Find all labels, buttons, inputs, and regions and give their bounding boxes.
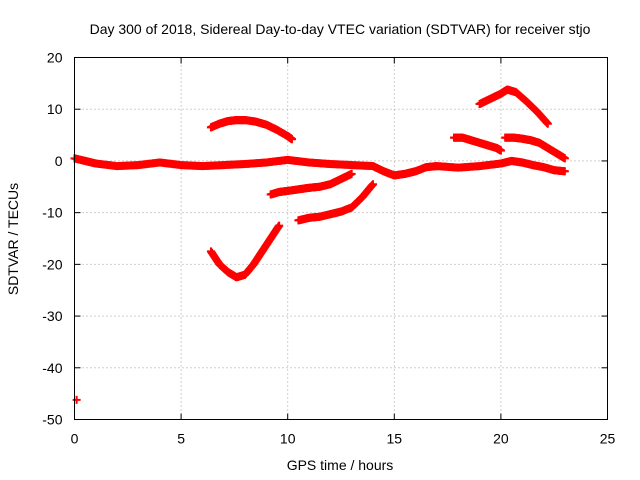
y-tick-label: -10 xyxy=(42,205,62,221)
series-rising-track-1 xyxy=(266,169,356,199)
x-tick-label: 15 xyxy=(387,431,403,447)
series-arc-1 xyxy=(206,116,296,144)
data-point xyxy=(72,395,81,404)
series-falling-track-1 xyxy=(449,133,505,155)
data-point xyxy=(368,180,377,189)
series-rising-track-2 xyxy=(294,180,377,225)
y-tick-label: 10 xyxy=(47,101,63,117)
x-tick-label: 0 xyxy=(71,431,79,447)
y-tick-label: 20 xyxy=(47,50,63,66)
series-falling-track-2 xyxy=(501,133,569,163)
x-tick-label: 20 xyxy=(493,431,509,447)
data-points xyxy=(70,85,569,404)
y-tick-label: -30 xyxy=(42,308,62,324)
chart-title: Day 300 of 2018, Sidereal Day-to-day VTE… xyxy=(90,21,591,37)
data-point xyxy=(287,135,296,144)
y-tick-label: -50 xyxy=(42,412,62,428)
series-arc-2 xyxy=(206,221,284,282)
y-tick-label: -20 xyxy=(42,256,62,272)
y-tick-label: -40 xyxy=(42,360,62,376)
series-near-zero-band xyxy=(70,154,569,180)
y-axis-label: SDTVAR / TECUs xyxy=(5,183,21,295)
data-point xyxy=(543,119,552,128)
x-axis-label: GPS time / hours xyxy=(287,457,394,473)
plot-frame xyxy=(74,57,608,420)
series-arc-3 xyxy=(475,85,552,128)
data-point xyxy=(560,167,569,176)
data-point xyxy=(560,154,569,163)
data-point xyxy=(347,169,356,178)
x-tick-label: 5 xyxy=(177,431,185,447)
data-point xyxy=(275,221,284,230)
y-tick-label: 0 xyxy=(55,153,63,169)
x-tick-label: 25 xyxy=(600,431,616,447)
series-outlier xyxy=(72,395,81,404)
data-point xyxy=(496,146,505,155)
x-tick-label: 10 xyxy=(280,431,296,447)
